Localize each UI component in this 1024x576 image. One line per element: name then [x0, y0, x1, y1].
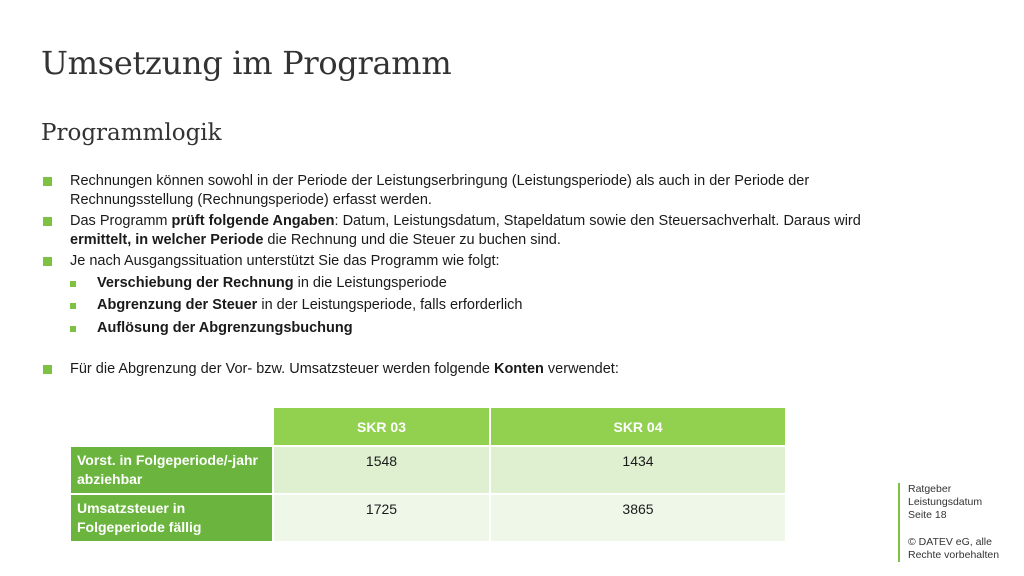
bullet-text: in der Leistungsperiode, falls erforderl…: [257, 297, 523, 313]
bullet-text: Das Programm: [70, 213, 172, 229]
bullet-text: die Rechnung und die Steuer zu buchen si…: [263, 231, 561, 248]
row-header: Umsatzsteuer in Folgeperiode fällig: [71, 495, 272, 541]
table-header-row: SKR 03 SKR 04: [71, 408, 785, 445]
table-cell: 1548: [274, 447, 489, 493]
bullet-text: : Datum, Leistungsdatum, Stapeldatum sow…: [334, 213, 861, 229]
bullet-text: Für die Abgrenzung der Vor- bzw. Umsatzs…: [70, 361, 494, 377]
footer-sidebar: Ratgeber Leistungsdatum Seite 18 © DATEV…: [898, 483, 1008, 562]
table-cell: 1434: [491, 447, 785, 493]
square-bullet-icon: [43, 177, 52, 186]
document-title: Ratgeber Leistungsdatum: [908, 483, 983, 508]
konten-table: SKR 03 SKR 04 Vorst. in Folgeperiode/-ja…: [69, 406, 787, 543]
bullet-emphasis: Abgrenzung der Steuer: [97, 297, 258, 313]
bullet-item: Das Programm prüft folgende Angaben: Dat…: [43, 212, 873, 249]
table-row: Vorst. in Folgeperiode/-jahr abziehbar 1…: [71, 447, 785, 493]
bullet-list: Rechnungen können sowohl in der Periode …: [43, 172, 873, 382]
bullet-emphasis: ermittelt, in welcher Periode: [70, 231, 264, 248]
table-corner: [71, 408, 272, 445]
bullet-text: verwendet:: [543, 361, 619, 377]
square-bullet-icon: [43, 217, 52, 226]
list-spacer: [43, 341, 873, 360]
row-header: Vorst. in Folgeperiode/-jahr abziehbar: [71, 447, 272, 493]
slide-title: Umsetzung im Programm: [41, 44, 452, 82]
page-number: 18: [934, 509, 947, 521]
sub-bullet-item: Verschiebung der Rechnung in die Leistun…: [43, 274, 873, 293]
bullet-emphasis: Auflösung der Abgrenzungsbuchung: [97, 319, 353, 336]
copyright-notice: © DATEV eG, alle Rechte vorbehalten: [908, 536, 1000, 561]
sub-bullet-item: Auflösung der Abgrenzungsbuchung: [43, 319, 873, 338]
bullet-text: in die Leistungsperiode: [293, 274, 447, 291]
bullet-item: Je nach Ausgangssituation unterstützt Si…: [43, 252, 873, 271]
square-bullet-icon: [43, 365, 52, 374]
bullet-emphasis: prüft folgende Angaben: [171, 213, 335, 229]
small-square-bullet-icon: [70, 280, 76, 287]
sidebar-gap: [908, 522, 1008, 536]
bullet-emphasis: Konten: [493, 361, 544, 377]
column-header-skr04: SKR 04: [491, 408, 785, 445]
table-cell: 1725: [274, 495, 489, 541]
square-bullet-icon: [43, 257, 52, 266]
table-cell: 3865: [491, 495, 785, 541]
column-header-skr03: SKR 03: [274, 408, 489, 445]
small-square-bullet-icon: [70, 325, 76, 332]
sub-bullet-item: Abgrenzung der Steuer in der Leistungspe…: [43, 296, 873, 315]
bullet-text: Je nach Ausgangssituation unterstützt Si…: [70, 253, 500, 269]
page-info: Seite 18: [908, 509, 1008, 522]
slide-subtitle: Programmlogik: [41, 120, 222, 146]
page-label: Seite: [908, 509, 932, 521]
small-square-bullet-icon: [70, 303, 76, 309]
bullet-item: Für die Abgrenzung der Vor- bzw. Umsatzs…: [43, 360, 873, 379]
bullet-text: Rechnungen können sowohl in der Periode …: [70, 173, 810, 208]
bullet-item: Rechnungen können sowohl in der Periode …: [43, 172, 873, 209]
bullet-emphasis: Verschiebung der Rechnung: [97, 274, 294, 291]
table-row: Umsatzsteuer in Folgeperiode fällig 1725…: [71, 495, 785, 541]
